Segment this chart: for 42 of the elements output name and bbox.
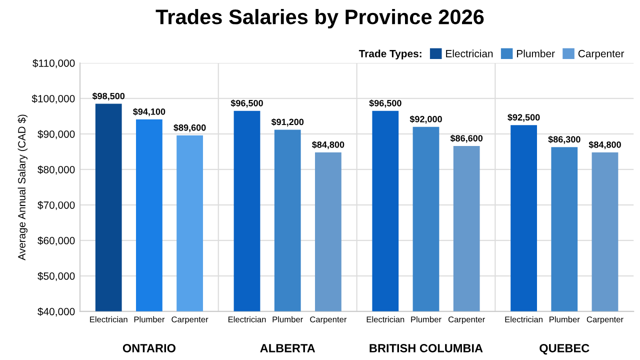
text: Plumber (550, 316, 580, 322)
text: Carpenter (448, 316, 485, 324)
y-tick-label: $70,000 (38, 201, 75, 210)
text: Carpenter (172, 316, 208, 324)
text: Plumber (134, 316, 165, 322)
data-label: $86,600 (450, 134, 483, 143)
x-tick-label: ONTARIO (122, 344, 176, 352)
data-label: $91,200 (271, 118, 304, 126)
y-tick-label: $50,000 (38, 272, 75, 282)
data-label: $92,000 (410, 116, 442, 124)
y-tick-label: $90,000 (38, 130, 75, 140)
text: Electrician (90, 316, 128, 322)
y-tick-label: $40,000 (38, 307, 75, 317)
data-label: $89,600 (174, 124, 206, 132)
y-tick-label: $100,000 (32, 94, 75, 104)
data-label: $96,500 (230, 100, 263, 108)
text: Carpenter (310, 316, 347, 324)
y-tick-label: $80,000 (38, 166, 75, 175)
legend-label: Plumber (517, 50, 555, 58)
legend-label: Carpenter (578, 50, 624, 60)
chart-title: Trades Salaries by Province 2026 (156, 9, 484, 28)
text: Electrician (366, 316, 404, 322)
legend-label: Electrician (446, 50, 493, 58)
legend-title: Trade Types: (358, 50, 422, 60)
y-tick-label: $60,000 (38, 236, 75, 246)
data-label: $84,800 (312, 141, 344, 150)
data-label: $98,500 (92, 92, 125, 101)
data-label: $92,500 (508, 114, 540, 122)
x-tick-label: QUEBEC (540, 344, 590, 355)
x-tick-label: ALBERTA (260, 344, 316, 352)
text: Plumber (272, 316, 303, 322)
data-label: $96,500 (369, 100, 402, 108)
text: Electrician (228, 316, 266, 322)
y-tick-label: $110,000 (32, 59, 75, 68)
data-label: $94,100 (133, 108, 166, 116)
data-label: $86,300 (548, 136, 580, 144)
text: Plumber (411, 316, 442, 322)
y-axis-title: Average Annual Salary (CAD $) (18, 114, 28, 260)
data-label: $84,800 (588, 141, 621, 150)
text: Carpenter (586, 316, 624, 324)
text: Electrician (505, 316, 542, 322)
x-tick-label: BRITISH COLUMBIA (370, 344, 483, 352)
